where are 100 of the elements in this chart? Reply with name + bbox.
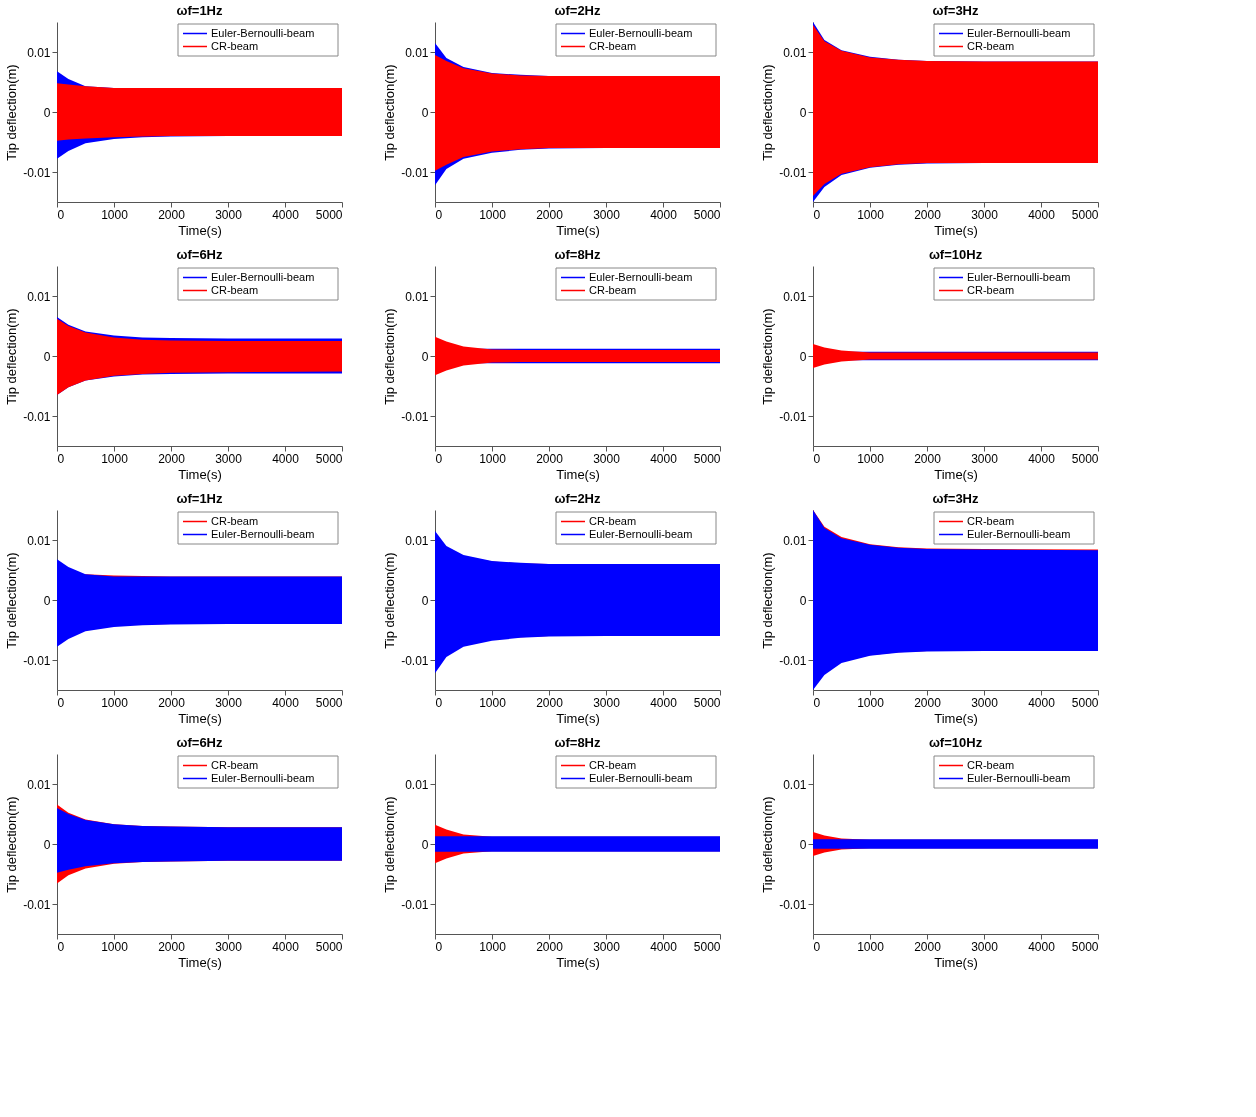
x-tick-label: 0 [813,207,821,222]
x-tick-label: 3000 [215,695,243,710]
chart-title: ωf=8Hz [554,247,601,262]
x-tick-label: 4000 [1028,207,1056,222]
x-tick-label: 3000 [215,207,243,222]
x-tick-label: 5000 [315,207,343,222]
legend-label: Euler-Bernoulli-beam [211,771,315,784]
y-tick-label: 0 [43,837,51,852]
legend-label: Euler-Bernoulli-beam [967,270,1071,283]
x-tick-label: 5000 [1071,451,1099,466]
x-tick-label: 0 [435,939,443,954]
x-tick-label: 3000 [215,939,243,954]
x-tick-label: 5000 [1071,207,1099,222]
x-tick-label: 1000 [479,695,507,710]
legend-label: CR-beam [211,39,259,52]
x-tick-label: 5000 [315,939,343,954]
legend-label: CR-beam [967,758,1015,771]
x-tick-label: 2000 [536,207,564,222]
x-tick-label: 2000 [914,939,942,954]
y-tick-label: 0.01 [405,289,429,304]
x-tick-label: 0 [57,939,65,954]
y-tick-label: 0 [421,593,429,608]
legend-label: CR-beam [589,514,637,527]
y-tick-label: -0.01 [401,409,429,424]
chart-title: ωf=10Hz [928,735,983,750]
x-tick-label: 2000 [914,451,942,466]
x-tick-label: 1000 [857,695,885,710]
x-tick-label: 1000 [857,207,885,222]
y-axis-title: Tip deflection(m) [382,64,398,161]
x-tick-label: 2000 [914,207,942,222]
x-tick-label: 1000 [857,939,885,954]
legend-label: Euler-Bernoulli-beam [589,771,693,784]
x-tick-label: 0 [813,695,821,710]
y-axis-title: Tip deflection(m) [4,796,20,893]
x-axis-title: Time(s) [556,954,600,970]
x-tick-label: 5000 [693,695,721,710]
legend-label: CR-beam [211,758,259,771]
x-tick-label: 3000 [971,207,999,222]
x-tick-label: 0 [435,695,443,710]
chart-title: ωf=6Hz [176,247,223,262]
chart-title: ωf=6Hz [176,735,223,750]
x-axis-title: Time(s) [178,222,222,238]
y-tick-label: 0 [799,593,807,608]
x-tick-label: 0 [813,939,821,954]
x-tick-label: 0 [435,207,443,222]
x-tick-label: 2000 [158,207,186,222]
x-tick-label: 4000 [272,451,300,466]
x-tick-label: 2000 [914,695,942,710]
legend-label: Euler-Bernoulli-beam [967,527,1071,540]
x-tick-label: 5000 [1071,939,1099,954]
y-tick-label: 0 [421,349,429,364]
y-axis-title: Tip deflection(m) [760,552,776,649]
x-tick-label: 5000 [1071,695,1099,710]
y-tick-label: 0.01 [27,533,51,548]
y-axis-title: Tip deflection(m) [760,64,776,161]
x-tick-label: 5000 [693,451,721,466]
legend-label: Euler-Bernoulli-beam [589,26,693,39]
x-tick-label: 1000 [479,451,507,466]
x-axis-title: Time(s) [178,710,222,726]
legend-label: Euler-Bernoulli-beam [211,527,315,540]
y-tick-label: -0.01 [23,409,51,424]
y-tick-label: -0.01 [779,897,807,912]
y-axis-title: Tip deflection(m) [4,552,20,649]
x-tick-label: 4000 [272,939,300,954]
y-tick-label: 0.01 [27,289,51,304]
x-tick-label: 3000 [215,451,243,466]
x-tick-label: 3000 [971,695,999,710]
y-tick-label: 0 [799,105,807,120]
x-tick-label: 1000 [479,207,507,222]
x-axis-title: Time(s) [934,710,978,726]
x-tick-label: 2000 [536,695,564,710]
y-tick-label: -0.01 [23,897,51,912]
x-tick-label: 5000 [315,451,343,466]
y-tick-label: -0.01 [779,409,807,424]
x-tick-label: 2000 [158,451,186,466]
y-tick-label: 0.01 [783,777,807,792]
y-tick-label: 0.01 [783,289,807,304]
chart-title: ωf=3Hz [932,3,979,18]
x-axis-title: Time(s) [178,466,222,482]
x-tick-label: 1000 [101,939,129,954]
y-tick-label: 0.01 [783,45,807,60]
x-tick-label: 2000 [536,451,564,466]
legend-label: CR-beam [211,283,259,296]
y-tick-label: 0 [421,105,429,120]
y-axis-title: Tip deflection(m) [760,308,776,405]
x-tick-label: 5000 [693,939,721,954]
x-tick-label: 3000 [593,939,621,954]
y-axis-title: Tip deflection(m) [382,308,398,405]
x-tick-label: 4000 [650,451,678,466]
x-tick-label: 0 [57,207,65,222]
chart-title: ωf=3Hz [932,491,979,506]
x-tick-label: 2000 [536,939,564,954]
y-tick-label: 0 [799,837,807,852]
y-tick-label: -0.01 [779,653,807,668]
y-axis-title: Tip deflection(m) [4,308,20,405]
legend-label: Euler-Bernoulli-beam [589,270,693,283]
x-tick-label: 5000 [315,695,343,710]
y-tick-label: -0.01 [23,165,51,180]
legend-label: CR-beam [589,758,637,771]
x-tick-label: 4000 [1028,451,1056,466]
